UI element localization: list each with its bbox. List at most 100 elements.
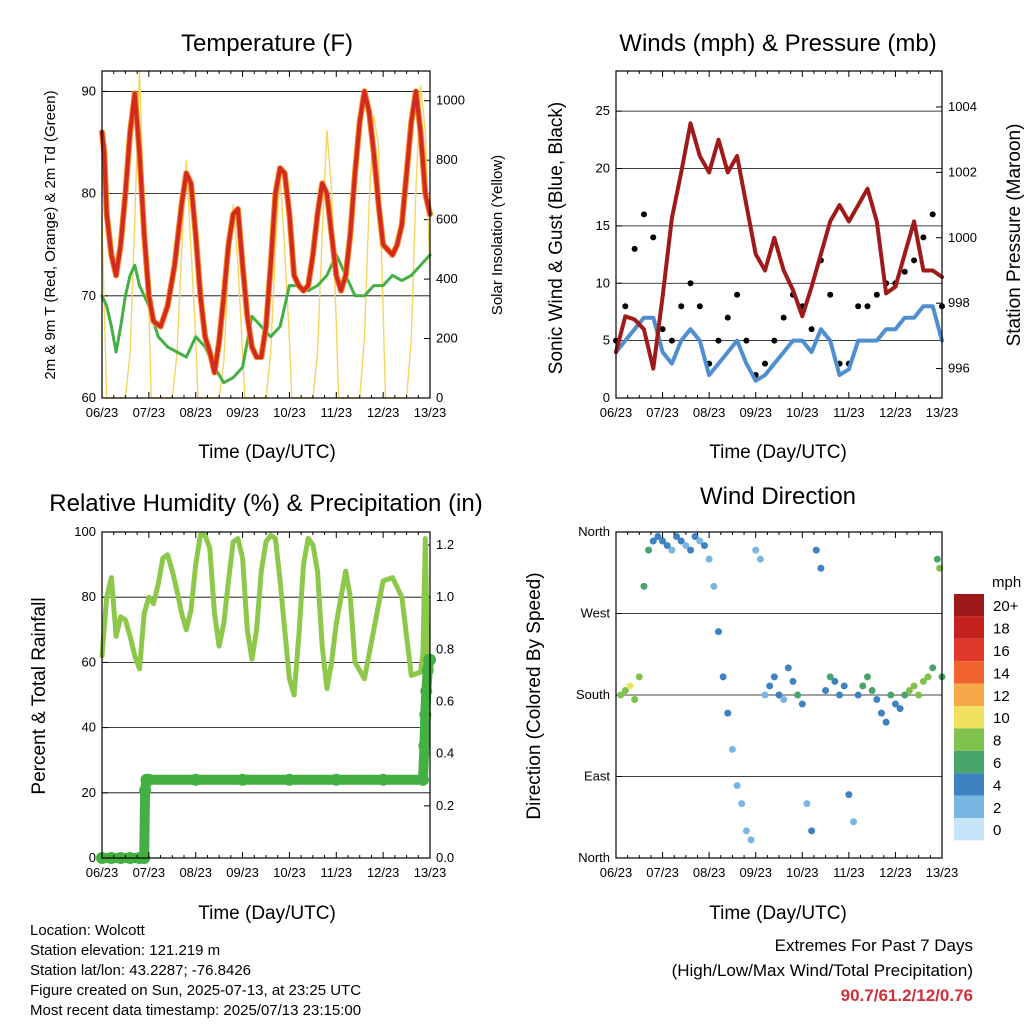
direction-point — [756, 555, 764, 563]
gust-point — [920, 234, 927, 241]
gust-point — [864, 303, 871, 310]
x-tick-label: 11/23 — [833, 865, 865, 880]
direction-point — [919, 677, 927, 685]
temperature-xlabel: Time (Day/UTC) — [198, 442, 336, 463]
direction-point — [845, 791, 853, 799]
precip-y-tick-label: 0.8 — [436, 641, 454, 656]
direction-point — [691, 533, 699, 541]
direction-point — [687, 546, 695, 554]
precip-point — [139, 784, 152, 797]
x-tick-label: 10/23 — [786, 405, 819, 420]
direction-point — [640, 582, 648, 590]
colorbar-swatch — [954, 706, 984, 729]
colorbar-label: 2 — [993, 800, 1001, 817]
precip-y-tick-label: 0.4 — [436, 746, 454, 761]
gust-point — [622, 303, 629, 310]
humidity-xlabel: Time (Day/UTC) — [198, 903, 336, 924]
humidity-title: Relative Humidity (%) & Precipitation (i… — [49, 490, 482, 517]
precip-point — [420, 685, 433, 698]
x-tick-label: 12/23 — [367, 865, 400, 880]
x-tick-label: 09/23 — [739, 405, 772, 420]
wind-line — [614, 304, 944, 383]
x-tick-label: 13/23 — [926, 405, 959, 420]
direction-point — [626, 682, 634, 690]
dir-y-tick-label: East — [584, 769, 610, 784]
gust-point — [678, 303, 685, 310]
extremes-subtitle: (High/Low/Max Wind/Total Precipitation) — [671, 961, 973, 980]
colorbar-label: 4 — [993, 777, 1001, 794]
colorbar-label: 12 — [993, 688, 1010, 705]
plot-frame — [615, 531, 943, 859]
x-tick-label: 13/23 — [414, 405, 447, 420]
colorbar-swatch — [954, 818, 984, 841]
direction-point — [631, 696, 639, 704]
direction-point — [831, 677, 839, 685]
extremes-box: Extremes For Past 7 Days (High/Low/Max W… — [672, 933, 973, 1008]
direction-point — [794, 691, 802, 699]
precip-y-tick-label: 0.6 — [436, 694, 454, 709]
direction-point — [905, 686, 913, 694]
plot-frame — [101, 531, 431, 859]
temp-y-tick-label: 70 — [82, 288, 96, 303]
precip-point — [142, 773, 155, 786]
rh-y-tick-label: 100 — [74, 524, 96, 539]
direction-panel: Wind Direction NorthEastSouthWestNorth06… — [524, 483, 1021, 924]
colorbar-swatch — [954, 795, 984, 818]
direction-title: Wind Direction — [700, 483, 856, 510]
colorbar-swatch — [954, 683, 984, 706]
gust-point — [631, 245, 638, 252]
wind-y-tick-label: 20 — [596, 161, 610, 176]
winds-panel: Winds (mph) & Pressure (mb) 0 5 10 15 20 25 99… — [546, 30, 1024, 463]
gust-point — [715, 337, 722, 344]
solar-y-tick-label: 600 — [436, 212, 458, 227]
dewpoint-line — [100, 253, 432, 385]
direction-point — [673, 533, 681, 541]
direction-point — [887, 691, 895, 699]
colorbar-label: 0 — [993, 822, 1001, 839]
colorbar-label: 8 — [993, 733, 1001, 750]
direction-point — [929, 664, 937, 672]
precip-point — [418, 739, 431, 752]
wind-y-tick-label: 5 — [603, 333, 610, 348]
x-tick-label: 09/23 — [226, 405, 259, 420]
pressure-y-tick-label: 998 — [948, 295, 970, 310]
x-tick-label: 10/23 — [786, 865, 819, 880]
direction-point — [621, 686, 629, 694]
direction-point — [742, 827, 750, 835]
x-tick-label: 11/23 — [320, 405, 352, 420]
solar-y-tick-label: 200 — [436, 331, 458, 346]
direction-point — [775, 691, 783, 699]
rh-y-tick-label: 0 — [89, 850, 96, 865]
temperature-panel: Temperature (F) 60 70 80 90 0 200 400 600 800 100… — [42, 30, 506, 463]
wind-y-tick-label: 0 — [603, 390, 610, 405]
direction-point — [882, 718, 890, 726]
plot-frame — [615, 70, 943, 399]
rh-y-tick-label: 20 — [82, 785, 96, 800]
gust-point — [687, 280, 694, 287]
gust-point — [762, 360, 769, 367]
direction-point — [696, 537, 704, 545]
direction-point — [808, 827, 816, 835]
direction-point — [635, 673, 643, 681]
recent-text: Most recent data timestamp: 2025/07/13 2… — [30, 1002, 362, 1019]
dir-y-tick-label: North — [578, 850, 610, 865]
pressure-y-tick-label: 1000 — [948, 230, 977, 245]
precip-y-tick-label: 0.2 — [436, 798, 454, 813]
pressure-y-tick-label: 996 — [948, 361, 970, 376]
colorbar-swatch — [954, 728, 984, 751]
direction-point — [733, 782, 741, 790]
gust-point — [855, 303, 862, 310]
direction-point — [822, 686, 830, 694]
x-tick-label: 08/23 — [179, 405, 212, 420]
gust-point — [911, 257, 918, 264]
colorbar-swatch — [954, 594, 984, 617]
x-tick-label: 06/23 — [600, 405, 633, 420]
colorbar-title: mph — [992, 574, 1021, 591]
precip-line — [97, 654, 435, 863]
x-tick-label: 06/23 — [86, 865, 119, 880]
direction-ylabel: Direction (Colored By Speed) — [524, 572, 545, 819]
colorbar-label: 6 — [993, 755, 1001, 772]
x-tick-label: 12/23 — [879, 865, 912, 880]
latlon-text: Station lat/lon: 43.2287; -76.8426 — [30, 962, 252, 979]
solar-y-tick-label: 1000 — [436, 93, 465, 108]
